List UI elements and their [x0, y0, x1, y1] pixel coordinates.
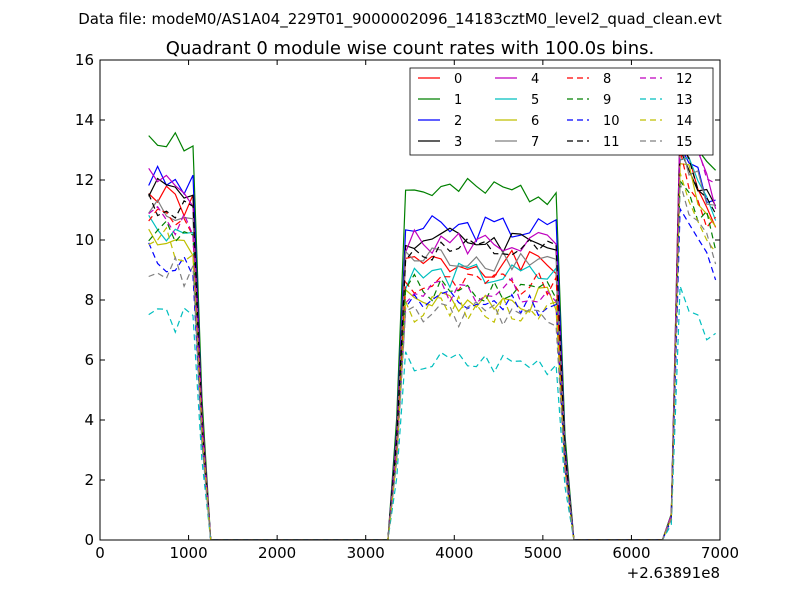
x-offset-label: +2.63891e8: [627, 564, 720, 582]
series-line-6: [148, 163, 717, 540]
series-line-5: [148, 156, 717, 540]
chart-title: Quadrant 0 module wise count rates with …: [166, 38, 655, 59]
series-line-11: [148, 140, 717, 540]
x-tick-label: 2000: [258, 544, 296, 562]
legend-label-3: 3: [454, 135, 462, 150]
legend-label-10: 10: [603, 114, 620, 129]
y-tick-label: 14: [75, 111, 94, 129]
series-line-14: [148, 172, 717, 540]
legend-label-6: 6: [531, 114, 539, 129]
x-tick-label: 0: [95, 544, 105, 562]
series-line-0: [148, 145, 717, 540]
series-line-1: [148, 115, 717, 540]
axis-ticks: 0 1000 2000 3000 4000 5000 6000 700002468101214…: [75, 51, 739, 562]
y-tick-label: 8: [84, 291, 94, 309]
legend-label-12: 12: [676, 72, 693, 87]
y-tick-label: 6: [84, 351, 94, 369]
series-layer: [148, 115, 717, 540]
x-tick-label: 4000: [435, 544, 473, 562]
legend-label-7: 7: [531, 135, 539, 150]
legend-box: [409, 67, 714, 156]
data-file-label: Data file: modeM0/AS1A04_229T01_90000020…: [78, 10, 722, 29]
series-line-8: [148, 150, 717, 540]
legend-label-9: 9: [603, 93, 611, 108]
series-line-3: [148, 149, 717, 540]
x-tick-label: 5000: [524, 544, 562, 562]
y-tick-label: 16: [75, 51, 94, 69]
series-line-9: [148, 179, 717, 540]
y-tick-label: 12: [75, 171, 94, 189]
legend-label-8: 8: [603, 72, 611, 87]
legend-label-14: 14: [676, 114, 693, 129]
legend-label-4: 4: [531, 72, 539, 87]
x-tick-label: 3000: [347, 544, 385, 562]
legend-label-11: 11: [603, 135, 620, 150]
legend-label-1: 1: [454, 93, 462, 108]
legend-label-5: 5: [531, 93, 539, 108]
x-tick-label: 1000: [169, 544, 207, 562]
y-tick-label: 2: [84, 471, 94, 489]
series-line-13: [148, 285, 716, 540]
y-tick-label: 4: [84, 411, 94, 429]
legend-label-13: 13: [676, 93, 693, 108]
series-line-4: [148, 119, 717, 540]
legend-label-0: 0: [454, 72, 462, 87]
legend-label-15: 15: [676, 135, 693, 150]
legend-label-2: 2: [454, 114, 462, 129]
x-tick-label: 7000: [701, 544, 739, 562]
y-tick-label: 10: [75, 231, 94, 249]
x-tick-label: 6000: [612, 544, 650, 562]
series-line-7: [148, 140, 716, 540]
series-line-2: [148, 145, 716, 540]
y-tick-label: 0: [84, 531, 94, 549]
